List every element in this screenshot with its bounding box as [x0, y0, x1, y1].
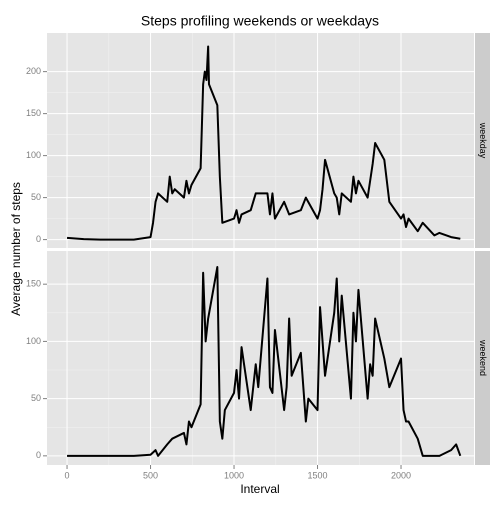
chart-title: Steps profiling weekends or weekdays	[141, 13, 379, 29]
strip-label: weekday	[478, 122, 488, 159]
y-tick-label: 150	[26, 279, 41, 289]
y-tick-label: 200	[26, 66, 41, 76]
line	[67, 266, 462, 457]
x-tick-label: 1500	[308, 470, 328, 480]
y-tick-label: 100	[26, 150, 41, 160]
y-tick-label: 100	[26, 336, 41, 346]
strip-background	[475, 251, 490, 465]
y-tick-label: 0	[36, 234, 41, 244]
y-tick-label: 0	[36, 450, 41, 460]
strip-background	[475, 33, 490, 248]
x-tick-label: 1000	[224, 470, 244, 480]
y-tick-label: 50	[31, 393, 41, 403]
strip-label: weekend	[478, 339, 488, 376]
x-tick-label: 2000	[391, 470, 411, 480]
line	[66, 45, 461, 241]
x-axis-label: Interval	[240, 482, 279, 496]
y-tick-label: 50	[31, 192, 41, 202]
y-axis-label: Average number of steps	[9, 182, 23, 316]
y-tick-label: 150	[26, 108, 41, 118]
x-tick-label: 0	[65, 470, 70, 480]
x-tick-label: 500	[143, 470, 158, 480]
panel-background	[47, 33, 474, 248]
